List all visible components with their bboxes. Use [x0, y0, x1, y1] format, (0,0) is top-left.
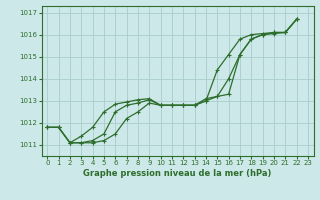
X-axis label: Graphe pression niveau de la mer (hPa): Graphe pression niveau de la mer (hPa) — [84, 169, 272, 178]
